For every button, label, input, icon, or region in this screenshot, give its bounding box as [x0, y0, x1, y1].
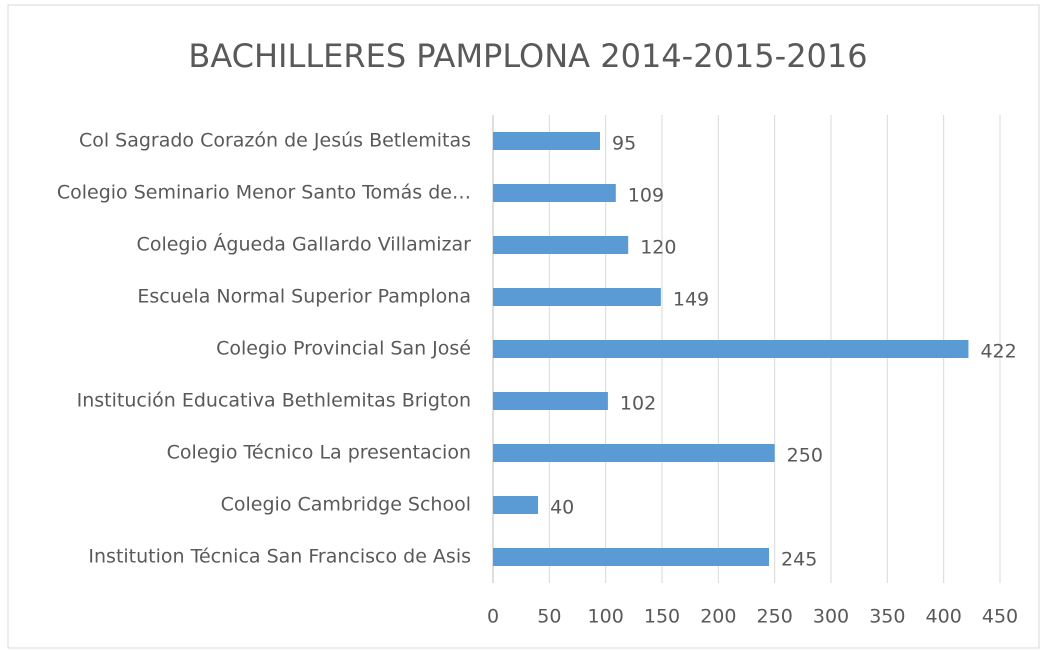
x-tick-label: 150: [644, 606, 680, 628]
data-label: 149: [673, 289, 709, 311]
y-tick-label: Colegio Águeda Gallardo Villamizar: [137, 233, 472, 256]
bar: [493, 288, 661, 306]
x-tick-label: 300: [813, 606, 849, 628]
y-tick-label: Colegio Técnico La presentacion: [167, 442, 471, 464]
data-label: 40: [550, 497, 574, 519]
chart-title: BACHILLERES PAMPLONA 2014-2015-2016: [188, 37, 867, 75]
y-tick-label: Institución Educativa Bethlemitas Brigto…: [77, 390, 471, 412]
bar: [493, 340, 969, 358]
y-tick-label: Escuela Normal Superior Pamplona: [137, 286, 471, 308]
data-label: 102: [620, 393, 656, 415]
x-tick-label: 400: [926, 606, 962, 628]
y-tick-label: Colegio Cambridge School: [221, 494, 471, 516]
data-label: 422: [980, 341, 1016, 363]
bar: [493, 184, 616, 202]
x-tick-label: 450: [982, 606, 1018, 628]
y-tick-label: Col Sagrado Corazón de Jesús Betlemitas: [79, 130, 471, 152]
x-tick-label: 350: [869, 606, 905, 628]
data-label: 120: [640, 237, 676, 259]
data-label: 245: [781, 549, 817, 571]
x-tick-label: 250: [757, 606, 793, 628]
bar: [493, 392, 608, 410]
y-tick-label: Colegio Seminario Menor Santo Tomás de…: [57, 182, 471, 204]
bar: [493, 548, 770, 566]
bar: [493, 444, 775, 462]
bar: [493, 132, 601, 150]
x-tick-label: 100: [588, 606, 624, 628]
bar: [493, 236, 629, 254]
chart-frame: [7, 4, 1040, 649]
bar: [493, 496, 539, 514]
data-label: 250: [787, 445, 823, 467]
x-tick-label: 50: [537, 606, 561, 628]
data-label: 109: [628, 185, 664, 207]
data-label: 95: [612, 133, 636, 155]
x-tick-label: 0: [487, 606, 499, 628]
y-tick-label: Institution Técnica San Francisco de Asi…: [88, 546, 471, 568]
x-tick-label: 200: [700, 606, 736, 628]
y-tick-label: Colegio Provincial San José: [216, 338, 471, 360]
